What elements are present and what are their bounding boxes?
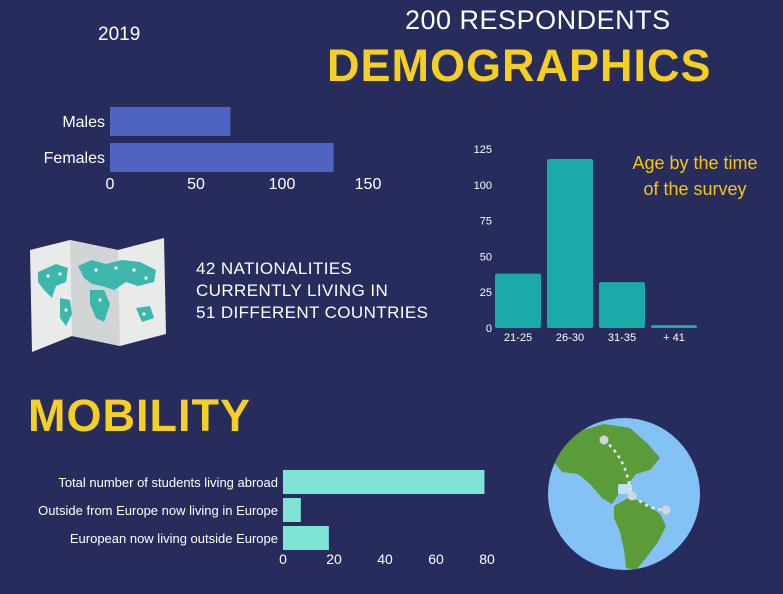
age-tick-label: 0 <box>486 323 492 335</box>
nationalities-line-3: 51 DIFFERENT COUNTRIES <box>196 303 429 322</box>
world-map-icon <box>30 238 166 352</box>
survey-year: 2019 <box>98 24 141 45</box>
age-bar <box>547 159 593 328</box>
mobility-chart: Total number of students living abroad Ou… <box>38 470 495 567</box>
gender-tick-label: 50 <box>187 176 205 193</box>
age-bar <box>599 282 645 328</box>
age-category-label: + 41 <box>663 332 685 344</box>
gender-bar-males <box>110 107 231 136</box>
mobility-bar <box>283 470 485 494</box>
nationalities-line-1: 42 NATIONALITIES <box>196 259 353 278</box>
age-note-line-2: of the survey <box>643 179 747 199</box>
age-chart-note: Age by the time of the survey <box>610 150 780 202</box>
gender-bar-females <box>110 143 334 172</box>
gender-label: Males <box>62 114 105 131</box>
mobility-tick-label: 20 <box>326 551 342 567</box>
mobility-tick-label: 0 <box>279 551 287 567</box>
nationalities-text: 42 NATIONALITIES CURRENTLY LIVING IN 51 … <box>196 258 428 324</box>
mobility-label: Outside from Europe now living in Europe <box>38 503 278 518</box>
demographics-title: DEMOGRAPHICS <box>327 40 712 91</box>
age-chart: 0 25 50 75 100 125 21-25 26-30 31-35 + 41 <box>474 144 697 344</box>
age-bar <box>495 273 541 328</box>
age-bar <box>651 325 697 328</box>
age-tick-label: 100 <box>474 180 492 192</box>
age-category-label: 26-30 <box>556 332 584 344</box>
mobility-bar <box>283 498 301 522</box>
age-tick-label: 75 <box>480 216 492 228</box>
age-tick-label: 25 <box>480 287 492 299</box>
age-tick-label: 50 <box>480 251 492 263</box>
mobility-bar <box>283 526 329 550</box>
respondents-count: 200 RESPONDENTS <box>405 5 671 35</box>
gender-tick-label: 100 <box>269 176 296 193</box>
age-tick-label: 125 <box>474 144 492 156</box>
mobility-tick-label: 80 <box>479 551 495 567</box>
mobility-tick-label: 60 <box>428 551 444 567</box>
globe-icon <box>548 418 700 570</box>
mobility-label: European now living outside Europe <box>70 531 278 546</box>
gender-tick-label: 0 <box>106 176 115 193</box>
age-category-label: 21-25 <box>504 332 532 344</box>
nationalities-line-2: CURRENTLY LIVING IN <box>196 281 389 300</box>
mobility-title: MOBILITY <box>28 390 251 441</box>
age-category-label: 31-35 <box>608 332 636 344</box>
age-note-line-1: Age by the time <box>632 153 758 173</box>
mobility-label: Total number of students living abroad <box>58 475 278 490</box>
gender-label: Females <box>44 150 105 167</box>
mobility-tick-label: 40 <box>377 551 393 567</box>
gender-tick-label: 150 <box>355 176 382 193</box>
